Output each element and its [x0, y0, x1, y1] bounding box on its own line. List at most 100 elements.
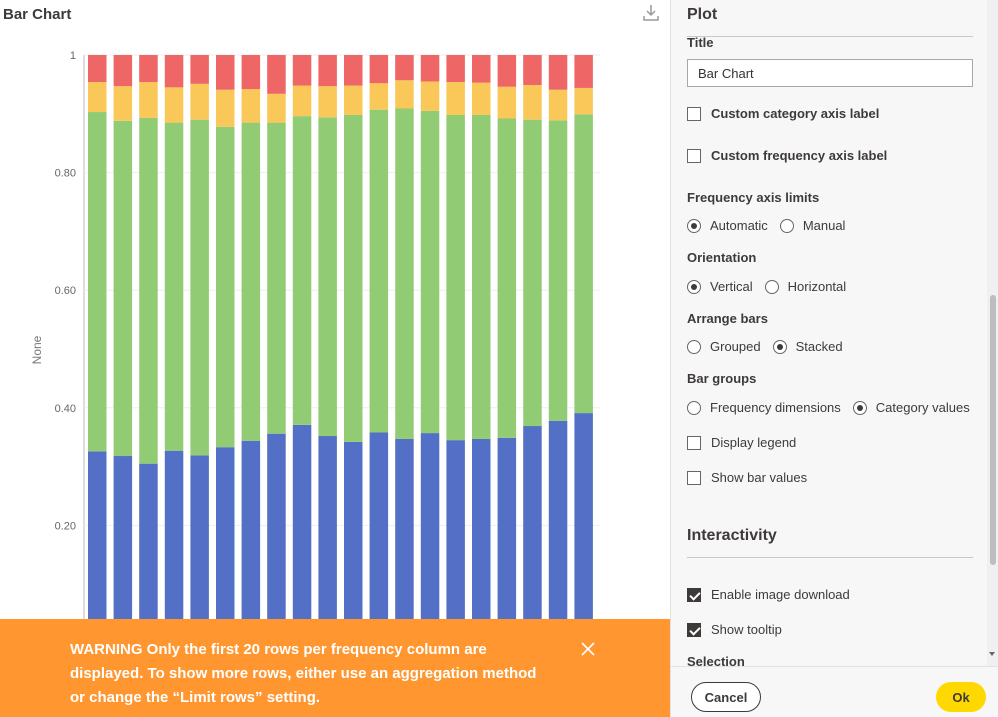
bar-segment-15-series-4[interactable] — [446, 55, 465, 83]
bar-segment-12-series-1[interactable] — [369, 432, 389, 619]
custom-category-axis-checkbox[interactable]: Custom category axis label — [687, 106, 879, 121]
checkbox[interactable] — [687, 435, 701, 450]
bar-segment-15-series-1[interactable] — [446, 440, 465, 619]
title-input[interactable] — [687, 59, 973, 87]
bar-segment-10-series-4[interactable] — [318, 55, 337, 87]
checkbox[interactable] — [687, 587, 701, 602]
checkbox[interactable] — [687, 148, 701, 163]
show-tooltip-checkbox[interactable]: Show tooltip — [687, 622, 782, 637]
bar-segment-11-series-3[interactable] — [344, 85, 363, 115]
radio-stacked[interactable]: Stacked — [772, 339, 843, 354]
bar-segment-19-series-2[interactable] — [548, 120, 568, 421]
custom-frequency-axis-checkbox[interactable]: Custom frequency axis label — [687, 148, 887, 163]
bar-segment-10-series-2[interactable] — [318, 117, 337, 437]
bar-segment-1-series-3[interactable] — [88, 82, 107, 113]
radio-button[interactable] — [687, 400, 701, 415]
bar-segment-5-series-4[interactable] — [190, 55, 209, 84]
bar-segment-11-series-4[interactable] — [344, 55, 363, 86]
bar-segment-12-series-4[interactable] — [369, 55, 389, 84]
bar-segment-11-series-1[interactable] — [344, 441, 363, 619]
scrollbar-thumb[interactable] — [990, 295, 996, 565]
bar-segment-14-series-3[interactable] — [420, 81, 440, 111]
ok-button[interactable]: Ok — [936, 682, 986, 712]
checkbox[interactable] — [687, 106, 701, 121]
bar-segment-6-series-2[interactable] — [216, 126, 235, 448]
bar-segment-16-series-1[interactable] — [472, 438, 491, 619]
settings-scroll-area[interactable]: Plot Title Custom category axis label Cu… — [671, 0, 987, 666]
bar-segment-9-series-3[interactable] — [292, 85, 312, 117]
bar-segment-16-series-4[interactable] — [472, 55, 491, 83]
radio-button[interactable] — [687, 279, 701, 294]
bar-segment-17-series-4[interactable] — [497, 55, 517, 87]
bar-segment-5-series-1[interactable] — [190, 455, 209, 619]
bar-segment-19-series-1[interactable] — [548, 420, 568, 619]
bar-segment-13-series-1[interactable] — [395, 438, 414, 619]
bar-segment-1-series-4[interactable] — [88, 55, 107, 83]
checkbox[interactable] — [687, 470, 701, 485]
bar-segment-20-series-3[interactable] — [574, 87, 593, 115]
display-legend-checkbox[interactable]: Display legend — [687, 435, 796, 450]
bar-segment-11-series-2[interactable] — [344, 114, 363, 442]
radio-category-values[interactable]: Category values — [852, 400, 970, 415]
bar-segment-17-series-1[interactable] — [497, 437, 517, 619]
bar-segment-4-series-4[interactable] — [164, 55, 184, 88]
enable-image-download-checkbox[interactable]: Enable image download — [687, 587, 850, 602]
bar-segment-18-series-4[interactable] — [523, 55, 542, 85]
bar-segment-20-series-1[interactable] — [574, 413, 593, 619]
bar-segment-14-series-4[interactable] — [420, 55, 440, 82]
bar-segment-6-series-1[interactable] — [216, 447, 235, 619]
bar-segment-18-series-1[interactable] — [523, 426, 542, 619]
download-button[interactable] — [640, 2, 662, 24]
bar-segment-7-series-4[interactable] — [241, 55, 261, 90]
bar-segment-5-series-2[interactable] — [190, 119, 209, 456]
bar-segment-15-series-2[interactable] — [446, 114, 465, 441]
bar-segment-7-series-2[interactable] — [241, 122, 261, 441]
bar-segment-12-series-2[interactable] — [369, 109, 389, 433]
scroll-down-arrow-icon[interactable] — [989, 652, 995, 656]
bar-segment-9-series-1[interactable] — [292, 424, 312, 619]
bar-segment-7-series-1[interactable] — [241, 440, 261, 619]
bar-segment-8-series-2[interactable] — [267, 122, 286, 434]
bar-segment-3-series-3[interactable] — [139, 82, 158, 118]
bar-segment-4-series-2[interactable] — [164, 122, 184, 451]
bar-segment-1-series-1[interactable] — [88, 451, 107, 619]
bar-segment-8-series-1[interactable] — [267, 433, 286, 619]
bar-segment-15-series-3[interactable] — [446, 82, 465, 115]
radio-button[interactable] — [852, 400, 867, 415]
bar-segment-12-series-3[interactable] — [369, 83, 389, 110]
bar-segment-17-series-3[interactable] — [497, 86, 517, 119]
bar-segment-18-series-2[interactable] — [523, 119, 542, 427]
radio-button[interactable] — [687, 218, 701, 233]
bar-segment-20-series-2[interactable] — [574, 114, 593, 414]
bar-segment-9-series-2[interactable] — [292, 116, 312, 425]
bar-segment-9-series-4[interactable] — [292, 55, 312, 86]
bar-segment-20-series-4[interactable] — [574, 55, 593, 88]
bar-segment-16-series-3[interactable] — [472, 82, 491, 115]
show-bar-values-checkbox[interactable]: Show bar values — [687, 470, 807, 485]
radio-button[interactable] — [779, 218, 794, 233]
bar-segment-10-series-3[interactable] — [318, 86, 337, 118]
bar-segment-4-series-1[interactable] — [164, 450, 184, 619]
bar-segment-6-series-3[interactable] — [216, 89, 235, 127]
bar-segment-18-series-3[interactable] — [523, 84, 542, 120]
bar-segment-19-series-3[interactable] — [548, 89, 568, 121]
radio-manual[interactable]: Manual — [779, 218, 845, 233]
bar-segment-7-series-3[interactable] — [241, 89, 261, 123]
bar-segment-3-series-2[interactable] — [139, 117, 158, 464]
bar-segment-6-series-4[interactable] — [216, 55, 235, 90]
radio-button[interactable] — [687, 339, 701, 354]
checkbox[interactable] — [687, 622, 701, 637]
bar-segment-8-series-3[interactable] — [267, 93, 286, 123]
bar-segment-4-series-3[interactable] — [164, 87, 184, 123]
bar-segment-5-series-3[interactable] — [190, 83, 209, 120]
bar-segment-8-series-4[interactable] — [267, 55, 286, 94]
bar-segment-13-series-4[interactable] — [395, 55, 414, 81]
bar-segment-2-series-4[interactable] — [113, 55, 133, 87]
close-warning-button[interactable] — [579, 640, 597, 658]
bar-segment-17-series-2[interactable] — [497, 118, 517, 438]
bar-segment-3-series-1[interactable] — [139, 463, 158, 619]
bar-segment-16-series-2[interactable] — [472, 114, 491, 439]
bar-segment-13-series-2[interactable] — [395, 108, 414, 439]
radio-grouped[interactable]: Grouped — [687, 339, 761, 354]
radio-button[interactable] — [764, 279, 779, 294]
